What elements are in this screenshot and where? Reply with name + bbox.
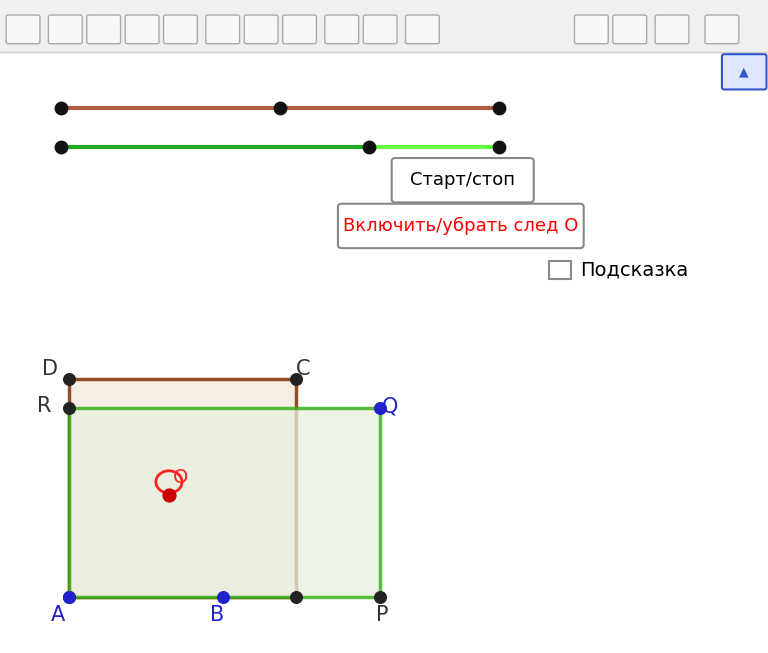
- Text: ▲: ▲: [740, 65, 749, 78]
- Point: [374, 403, 386, 413]
- FancyBboxPatch shape: [406, 15, 439, 44]
- Text: P: P: [376, 605, 389, 625]
- Bar: [69, 379, 296, 597]
- FancyBboxPatch shape: [283, 15, 316, 44]
- Text: Подсказка: Подсказка: [580, 261, 688, 280]
- Text: Включить/убрать след O: Включить/убрать след O: [343, 217, 578, 235]
- Text: Q: Q: [382, 396, 399, 416]
- Text: B: B: [210, 605, 224, 625]
- Point: [63, 592, 75, 603]
- FancyBboxPatch shape: [206, 15, 240, 44]
- FancyBboxPatch shape: [48, 15, 82, 44]
- FancyBboxPatch shape: [705, 15, 739, 44]
- Text: Старт/стоп: Старт/стоп: [410, 171, 515, 189]
- Text: A: A: [51, 605, 65, 625]
- Point: [290, 592, 302, 603]
- Point: [493, 103, 505, 113]
- FancyBboxPatch shape: [325, 15, 359, 44]
- Text: O: O: [173, 468, 188, 488]
- FancyBboxPatch shape: [722, 54, 766, 89]
- Point: [290, 374, 302, 384]
- FancyBboxPatch shape: [87, 15, 121, 44]
- Text: D: D: [42, 359, 58, 379]
- FancyBboxPatch shape: [125, 15, 159, 44]
- FancyBboxPatch shape: [655, 15, 689, 44]
- Point: [362, 142, 375, 152]
- Point: [217, 592, 229, 603]
- Bar: [549, 261, 571, 279]
- Point: [63, 592, 75, 603]
- FancyBboxPatch shape: [363, 15, 397, 44]
- FancyBboxPatch shape: [244, 15, 278, 44]
- FancyBboxPatch shape: [6, 15, 40, 44]
- Point: [63, 374, 75, 384]
- Point: [55, 142, 68, 152]
- FancyBboxPatch shape: [613, 15, 647, 44]
- Bar: [0, 0, 768, 52]
- FancyBboxPatch shape: [392, 158, 534, 202]
- Point: [163, 490, 175, 500]
- Point: [274, 103, 286, 113]
- Bar: [69, 408, 380, 597]
- Text: R: R: [38, 396, 51, 416]
- FancyBboxPatch shape: [164, 15, 197, 44]
- Point: [55, 103, 68, 113]
- Point: [374, 592, 386, 603]
- Point: [63, 403, 75, 413]
- FancyBboxPatch shape: [574, 15, 608, 44]
- Point: [493, 142, 505, 152]
- FancyBboxPatch shape: [338, 204, 584, 248]
- Text: C: C: [296, 359, 310, 379]
